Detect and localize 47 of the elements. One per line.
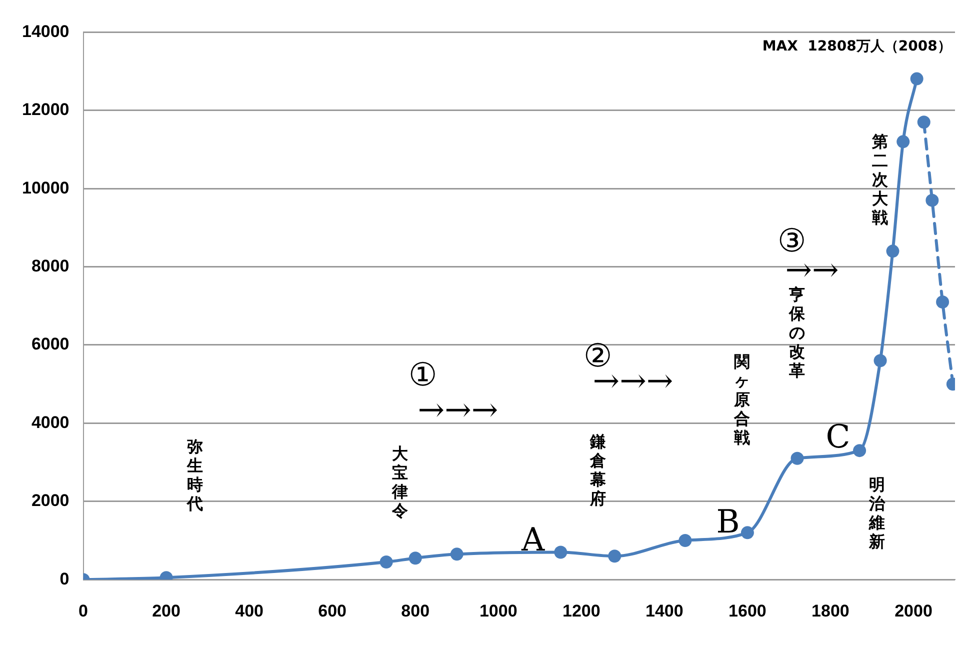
annotation: 明治維新 bbox=[868, 475, 886, 552]
annotation: A bbox=[520, 520, 546, 558]
y-tick-label: 2000 bbox=[31, 491, 70, 510]
point bbox=[917, 116, 930, 129]
x-tick-label: 200 bbox=[152, 601, 180, 620]
x-tick-label: 800 bbox=[401, 601, 430, 620]
y-tick-label: 8000 bbox=[31, 256, 70, 276]
point bbox=[740, 526, 754, 540]
point bbox=[678, 534, 692, 547]
point bbox=[926, 194, 939, 207]
point bbox=[874, 354, 887, 368]
x-tick-label: 1200 bbox=[562, 601, 600, 620]
x-tick-label: 1000 bbox=[479, 601, 518, 620]
y-tick-label: 10000 bbox=[22, 178, 70, 198]
x-tick-label: 2000 bbox=[894, 601, 932, 620]
x-tick-label: 600 bbox=[318, 601, 347, 620]
point bbox=[380, 556, 393, 569]
annotation: MAX 12808万人（2008） bbox=[762, 38, 952, 54]
y-tick-label: 0 bbox=[60, 569, 70, 588]
annotation: ③ bbox=[778, 221, 806, 260]
point bbox=[408, 552, 422, 565]
point bbox=[608, 550, 622, 563]
point bbox=[790, 452, 804, 465]
y-tick-label: 4000 bbox=[31, 412, 70, 432]
point bbox=[910, 72, 924, 86]
x-tick-label: 0 bbox=[78, 601, 88, 620]
y-tick-label: 12000 bbox=[22, 100, 70, 120]
annotation: 第二次大戦 bbox=[871, 132, 889, 228]
annotation: C bbox=[826, 417, 850, 456]
annotation: 亨保の改革 bbox=[788, 285, 806, 380]
x-tick-label: 400 bbox=[235, 601, 264, 620]
annotation: 弥生時代 bbox=[186, 437, 203, 514]
y-tick-label: 14000 bbox=[22, 22, 70, 41]
x-tick-label: 1800 bbox=[812, 601, 850, 620]
x-tick-label: 1600 bbox=[728, 601, 766, 620]
point bbox=[450, 548, 464, 561]
annotation: 鎌倉幕府 bbox=[589, 432, 607, 508]
annotation: 大宝律令 bbox=[391, 444, 409, 520]
point bbox=[853, 444, 866, 458]
point bbox=[936, 295, 950, 308]
x-tick-label: 1400 bbox=[646, 601, 684, 620]
y-tick-label: 6000 bbox=[31, 334, 70, 354]
point bbox=[896, 135, 910, 148]
point bbox=[554, 546, 568, 559]
annotation: B bbox=[716, 502, 740, 540]
annotation: 関ヶ原合戦 bbox=[733, 352, 750, 448]
point bbox=[886, 244, 900, 258]
